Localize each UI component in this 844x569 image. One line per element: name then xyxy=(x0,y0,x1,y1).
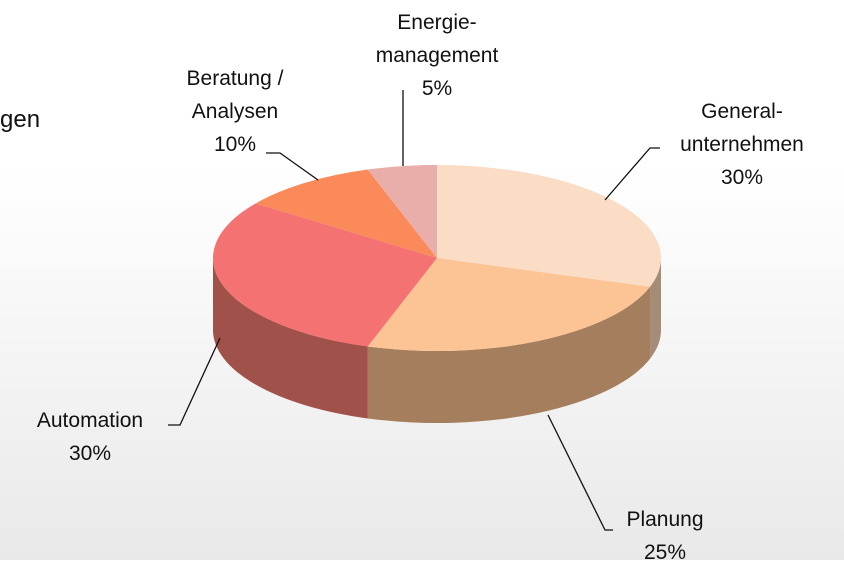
pie-side-shade xyxy=(367,286,651,423)
value-label: 5% xyxy=(421,77,453,100)
annotation: gen xyxy=(0,106,41,133)
slice-label: General- unternehmen 30% xyxy=(642,95,842,194)
pie-side xyxy=(367,286,651,423)
slice-label: Beratung / Analysen 10% xyxy=(135,62,335,161)
category-label: General- unternehmen xyxy=(680,100,804,156)
slice-label: Planung 25% xyxy=(565,503,765,569)
category-label: Automation xyxy=(36,409,144,432)
category-label: Energie- management xyxy=(375,11,499,67)
pie-side xyxy=(213,258,368,419)
leader-line xyxy=(547,414,613,531)
pie-slice xyxy=(437,165,661,287)
slice-label: Automation 30% xyxy=(0,404,190,470)
pie-slice xyxy=(255,169,437,258)
category-label: Beratung / Analysen xyxy=(186,67,284,123)
pie-side xyxy=(650,258,661,359)
slice-label: Energie- management 5% xyxy=(337,6,537,105)
pie-slice xyxy=(367,165,437,258)
pie-side-shade xyxy=(213,258,368,419)
leader-line xyxy=(168,337,221,426)
pie-slice xyxy=(367,258,651,352)
pie-slice xyxy=(212,203,437,347)
value-label: 30% xyxy=(720,166,764,189)
value-label: 10% xyxy=(213,133,257,156)
leader-line xyxy=(604,147,660,201)
category-label: Planung xyxy=(626,508,704,531)
value-label: 25% xyxy=(643,541,687,564)
leader-line xyxy=(266,152,319,181)
value-label: 30% xyxy=(68,442,112,465)
pie-side-shade xyxy=(650,258,661,359)
